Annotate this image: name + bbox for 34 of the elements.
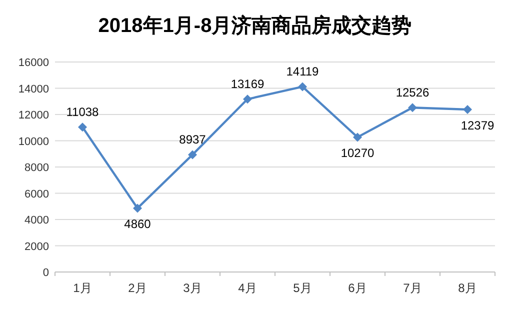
y-tick-label: 0 (42, 267, 49, 279)
point (133, 204, 142, 213)
x-tick-label: 5月 (293, 281, 312, 295)
x-tick-label: 6月 (348, 281, 367, 295)
point (78, 122, 87, 132)
point (188, 150, 197, 160)
data-label: 11038 (66, 105, 100, 120)
point (243, 94, 252, 104)
y-tick-label: 14000 (18, 83, 49, 96)
y-tick-label: 4000 (24, 214, 49, 226)
x-tick-label: 4月 (238, 281, 257, 295)
x-tick-label: 7月 (403, 281, 422, 295)
x-tick-label: 1月 (73, 281, 92, 295)
chart-title: 2018年1月-8月济南商品房成交趋势 (98, 14, 412, 37)
y-tick-label: 16000 (18, 57, 49, 69)
y-tick-label: 12000 (18, 110, 49, 122)
point (408, 103, 417, 112)
point (463, 105, 472, 114)
data-label: 12379 (460, 118, 495, 133)
data-label: 13169 (230, 77, 265, 92)
point (298, 82, 307, 92)
x-tick-label: 2月 (128, 281, 147, 295)
x-tick-label: 8月 (458, 281, 477, 295)
point (353, 132, 362, 142)
y-tick-label: 8000 (24, 162, 49, 174)
data-label: 12526 (396, 86, 430, 100)
data-label: 8937 (179, 132, 206, 147)
x-tick-label: 3月 (183, 281, 202, 295)
y-tick-label: 6000 (24, 188, 49, 200)
data-label: 14119 (286, 64, 320, 79)
y-tick-label: 10000 (18, 136, 49, 148)
y-tick-label: 2000 (24, 240, 49, 253)
data-label: 10270 (340, 146, 375, 160)
data-label: 4860 (124, 217, 152, 232)
